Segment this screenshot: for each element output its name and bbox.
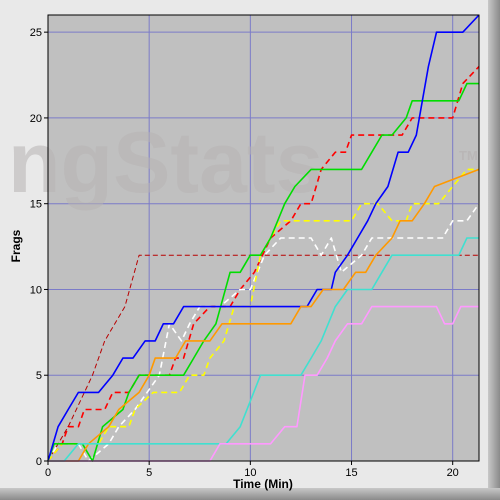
y-tick-label: 10: [30, 284, 42, 296]
y-axis-ticks: 0 5 10 15 20 25: [30, 27, 48, 468]
series-line-1: [47, 65, 480, 462]
series-line-3: [47, 203, 480, 462]
x-axis-ticks: 0 5 10 15 20: [45, 461, 459, 479]
series-line-2: [47, 254, 479, 462]
x-tick-label: 0: [45, 467, 51, 479]
y-tick-label: 25: [30, 27, 42, 39]
y-tick-label: 20: [30, 113, 42, 125]
y-tick-label: 0: [36, 456, 42, 468]
x-tick-label: 15: [345, 467, 357, 479]
plot-border: [47, 14, 480, 462]
series-line-8: [48, 237, 479, 462]
series-line-9: [48, 305, 479, 462]
watermark-trademark: TM: [459, 148, 478, 163]
ngstats-watermark: ngStats: [8, 115, 323, 211]
x-tick-label: 5: [146, 467, 152, 479]
x-tick-label: 10: [244, 467, 256, 479]
y-tick-label: 5: [36, 370, 42, 382]
series-line-6: [47, 14, 480, 462]
series-line-7: [48, 168, 480, 462]
frame-bevel-bottom: [0, 488, 500, 500]
series-lines: [47, 14, 480, 462]
y-axis-label: Frags: [9, 229, 23, 262]
frame-bevel-right: [488, 0, 500, 500]
y-tick-label: 15: [30, 199, 42, 211]
x-axis-label: Time (Min): [233, 477, 293, 491]
plot-area: [48, 15, 479, 461]
x-tick-label: 20: [447, 467, 459, 479]
gridlines: [48, 15, 479, 461]
